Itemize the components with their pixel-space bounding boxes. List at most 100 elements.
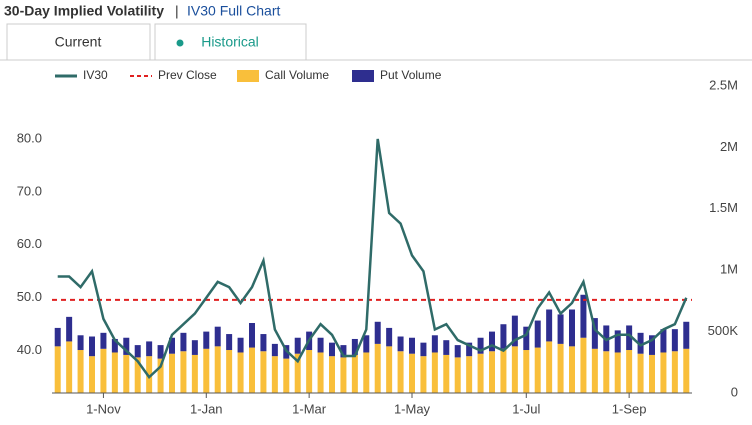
- volume-bar: [500, 348, 507, 393]
- volume-bar: [397, 336, 404, 352]
- y-tick-label: 60.0: [17, 236, 42, 251]
- volume-bar: [477, 337, 484, 354]
- volume-bar: [66, 341, 73, 393]
- volume-bar: [111, 338, 118, 353]
- y-tick-label: 80.0: [17, 130, 42, 145]
- volume-bar: [626, 325, 633, 351]
- legend-label: Prev Close: [158, 68, 217, 82]
- volume-bar: [614, 330, 621, 353]
- y2-tick-label: 1M: [720, 262, 738, 277]
- volume-bar: [294, 353, 301, 393]
- volume-bar: [683, 321, 690, 349]
- y2-tick-label: 0: [731, 384, 738, 399]
- volume-bar: [169, 353, 175, 393]
- legend-label: Call Volume: [265, 68, 329, 82]
- volume-bar: [203, 348, 210, 393]
- volume-bar: [180, 332, 187, 352]
- volume-bar: [363, 335, 370, 353]
- volume-bar: [603, 325, 610, 352]
- volume-bar: [443, 340, 450, 355]
- volume-bar: [591, 318, 598, 349]
- volume-bar: [420, 356, 427, 393]
- volume-bar: [317, 337, 324, 353]
- volume-bar: [134, 345, 141, 358]
- volume-bar: [660, 352, 667, 393]
- volume-bar: [351, 354, 358, 393]
- volume-bar: [409, 353, 415, 393]
- y2-tick-label: 2.5M: [709, 77, 738, 92]
- volume-bar: [534, 347, 541, 393]
- volume-bar: [351, 338, 358, 355]
- y2-tick-label: 500K: [708, 323, 739, 338]
- volume-bar: [260, 351, 267, 393]
- volume-bar: [523, 326, 530, 351]
- volume-bar: [157, 345, 164, 359]
- volume-bar: [546, 341, 553, 393]
- y-tick-label: 50.0: [17, 289, 42, 304]
- volume-bar: [500, 324, 507, 349]
- volume-bar: [249, 323, 255, 348]
- volume-bar: [329, 342, 335, 357]
- volume-bar: [591, 348, 598, 393]
- volume-bar: [329, 356, 335, 393]
- volume-bar: [511, 346, 518, 393]
- volume-bar: [157, 358, 164, 393]
- volume-bar: [306, 350, 313, 393]
- volume-bar: [111, 352, 118, 393]
- volume-bar: [626, 350, 633, 393]
- volume-bar: [191, 340, 198, 355]
- volume-bar: [340, 357, 347, 393]
- x-tick-label: 1-Sep: [612, 401, 647, 416]
- volume-bar: [443, 354, 450, 393]
- tab-label[interactable]: Current: [55, 34, 102, 50]
- full-chart-link[interactable]: IV30 Full Chart: [187, 3, 280, 19]
- volume-bar: [489, 351, 495, 393]
- volume-bar: [54, 327, 61, 347]
- tab-label[interactable]: Historical: [201, 34, 259, 50]
- volume-bar: [431, 335, 438, 353]
- y-tick-label: 70.0: [17, 183, 42, 198]
- x-tick-label: 1-Mar: [292, 401, 327, 416]
- legend-swatch: [352, 70, 374, 82]
- volume-bar: [146, 341, 153, 357]
- volume-bar: [523, 350, 530, 393]
- volume-bar: [683, 348, 690, 393]
- volume-bar: [226, 334, 233, 351]
- volume-bar: [557, 343, 564, 393]
- volume-bar: [466, 342, 473, 357]
- x-tick-label: 1-Jan: [190, 401, 223, 416]
- volume-bar: [237, 352, 244, 393]
- volume-bar: [214, 346, 221, 393]
- volume-bar: [649, 335, 655, 355]
- volume-bar: [637, 332, 644, 354]
- volume-bar: [397, 351, 404, 393]
- volume-bar: [386, 327, 393, 347]
- volume-bar: [54, 346, 61, 393]
- volume-bar: [363, 352, 370, 393]
- volume-bar: [317, 352, 324, 393]
- volume-bar: [77, 335, 84, 351]
- volume-bar: [180, 351, 187, 393]
- volume-bar: [431, 352, 438, 393]
- volume-bar: [614, 352, 621, 393]
- iv30-line: [57, 138, 688, 379]
- x-tick-label: 1-May: [394, 401, 431, 416]
- title: 30-Day Implied Volatility: [4, 3, 164, 19]
- volume-bar: [66, 316, 73, 342]
- volume-bar: [100, 348, 107, 393]
- volume-bar: [89, 356, 95, 393]
- volume-bar: [546, 309, 553, 342]
- volume-bar: [569, 309, 575, 347]
- volume-bar: [237, 337, 244, 353]
- volume-bar: [214, 326, 221, 347]
- volume-bar: [420, 342, 427, 357]
- volume-bar: [409, 337, 415, 354]
- volume-bar: [340, 345, 347, 358]
- volume-bar: [603, 351, 610, 393]
- volume-bar: [580, 337, 587, 393]
- y2-tick-label: 1.5M: [709, 200, 738, 215]
- volume-bar: [169, 337, 175, 354]
- volume-bar: [671, 351, 678, 393]
- tab[interactable]: [6, 23, 151, 61]
